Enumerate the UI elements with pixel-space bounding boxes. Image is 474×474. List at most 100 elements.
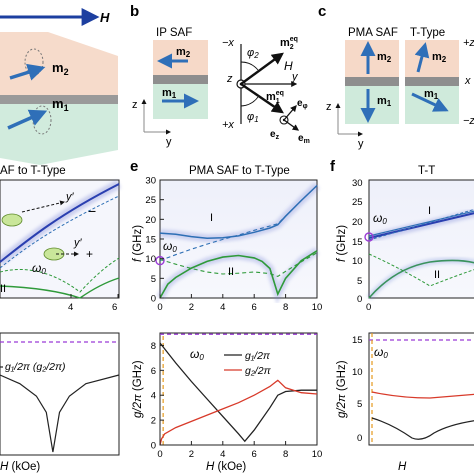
e-ytick-20: 20: [145, 215, 156, 226]
d-curve-green-dash: [0, 257, 120, 293]
e-ytick-5: 5: [151, 274, 156, 285]
b-ephi-arrow: [283, 105, 297, 121]
f-ytick-0: 0: [357, 294, 362, 305]
f-bottom-frame: [368, 332, 474, 446]
panel-d-title: AF to T-Type: [0, 165, 66, 177]
e-ytick-b-8: 8: [151, 341, 156, 352]
panel-d: AF to T-Type − + y′ y′ ω0 II 4 6 g₁/2π (…: [0, 165, 122, 473]
e-bottom-series-g2: [159, 379, 318, 446]
e-ylabel-g: g/2π (GHz): [132, 360, 144, 418]
panel-b-title: IP SAF: [156, 27, 192, 39]
panel-e: e PMA SAF to T-Type I II ω0 302520151050…: [130, 158, 322, 473]
b-axis-y-label: y: [166, 136, 172, 148]
m2-arrow: [9, 63, 46, 81]
d-spin-ellipse-1: [1, 213, 23, 227]
panel-b: b IP SAF m2 m1 z y −x +x z y H φ2 φ1 m2e…: [130, 3, 310, 148]
f-curve-I-blue: [368, 210, 474, 237]
f-ytick-10: 10: [352, 256, 363, 267]
e-ytick-b-0: 0: [151, 441, 156, 452]
d-branch-label: II: [0, 283, 6, 295]
e-xtick-b-6: 6: [252, 449, 257, 460]
e-ytick-b-2: 2: [151, 416, 156, 427]
f-ytick-5: 5: [357, 276, 362, 287]
f-ytick-25: 25: [352, 197, 363, 208]
e-legend-g2: g₂/2π: [245, 365, 272, 377]
e-bottom-yticks: 8 6 4 2 0: [151, 341, 164, 452]
e-branch-II: II: [228, 266, 234, 278]
e-ytick-15: 15: [145, 235, 156, 246]
e-omega0-bottom: ω0: [190, 347, 204, 362]
d-plus-label: +: [86, 247, 93, 261]
e-xtick-top-8: 8: [283, 302, 288, 313]
b-m2eq-label: m2eq: [280, 36, 298, 51]
f-branch-I: I: [428, 205, 431, 217]
b-z-label: z: [226, 73, 233, 85]
f-g-curve-red: [371, 391, 474, 399]
f-ylabel-f: f (GHz): [336, 225, 348, 262]
e-omega0-label: ω0: [163, 239, 177, 254]
panel-c-title-right: T-Type: [410, 27, 445, 39]
c-edge-x: x: [464, 75, 471, 87]
e-xtick-b-10: 10: [312, 449, 323, 460]
c-right-m1-arrow: [411, 92, 449, 112]
e-xtick-b-4: 4: [220, 449, 225, 460]
panel-e-letter: e: [130, 158, 138, 175]
e-omega0-marker: [155, 255, 165, 266]
f-ytick-b-15: 15: [352, 335, 363, 346]
e-bottom-series: [159, 333, 318, 446]
d-xtick-6: 6: [112, 302, 117, 313]
b-spacer: [153, 75, 208, 84]
panel-c: c PMA SAF T-Type m2 m1 m2 m1 z y +z x −z: [318, 3, 474, 150]
panel-f-title: T-T: [418, 165, 435, 177]
d-coupling-curve: [0, 374, 120, 453]
f-curve-I-dark: [368, 212, 474, 239]
b-m2eq-arrow: [240, 52, 284, 85]
field-label: H: [100, 10, 110, 25]
panel-c-title-left: PMA SAF: [348, 27, 398, 39]
f-xtick-0: 0: [366, 302, 371, 313]
panel-c-letter: c: [318, 3, 326, 20]
f-curve-blue-dash: [368, 208, 474, 241]
d-yprime-bottom: y′: [73, 237, 83, 249]
d-curve-upper: [0, 183, 120, 263]
e-ylabel-f: f (GHz): [132, 225, 144, 262]
e-xtick-b-0: 0: [157, 449, 162, 460]
d-xlabel: H (kOe): [0, 461, 40, 473]
b-m1eq-arrow: [240, 83, 284, 114]
f-omega0-marker: [364, 232, 374, 242]
m1-arrow: [7, 109, 48, 130]
f-omega0-label: ω0: [373, 211, 387, 226]
f-bottom-yticks: 15 10 5 0: [352, 335, 363, 444]
b-H-label: H: [284, 59, 293, 73]
c-axis-y-label: y: [358, 138, 364, 150]
c-left-m2-label: m2: [377, 51, 392, 64]
e-ytick-30: 30: [145, 176, 156, 187]
b-ez-label: ez: [270, 129, 280, 141]
f-ytick-b-5: 5: [357, 399, 362, 410]
f-band-II: [366, 257, 474, 300]
c-left-spacer: [345, 77, 399, 86]
b-phi1-arc: [240, 96, 259, 107]
e-bottom-series-g1: [159, 342, 317, 443]
e-top-series-dashed-green: [159, 252, 318, 278]
b-phi1-label: φ1: [247, 111, 259, 124]
f-xlabel: H: [398, 461, 407, 473]
e-top-series-solid-blue: [159, 184, 318, 239]
f-ytick-30: 30: [352, 178, 363, 189]
b-m1eq-label: m1eq: [266, 90, 284, 105]
c-edge-plus-z: +z: [463, 37, 474, 49]
f-ytick-b-10: 10: [352, 367, 363, 378]
c-right-m2-label: m2: [432, 51, 447, 64]
d-curve-green-solid: [0, 277, 120, 299]
c-right-m1-label: m1: [424, 88, 439, 101]
e-top-xticks: 0 2 4 6 8 10: [157, 294, 322, 313]
c-edge-minus-z: −z: [463, 115, 474, 127]
e-bottom-xticks: 0 2 4 6 8 10: [157, 441, 322, 460]
b-plus-x: +x: [222, 119, 234, 131]
e-top-series-solid-green: [159, 250, 318, 299]
m2-label: m2: [52, 60, 69, 77]
d-omega0-label: ω0: [32, 261, 46, 276]
d-curve-blue-dash: [0, 195, 120, 269]
c-right-m2-arrow: [414, 42, 430, 73]
